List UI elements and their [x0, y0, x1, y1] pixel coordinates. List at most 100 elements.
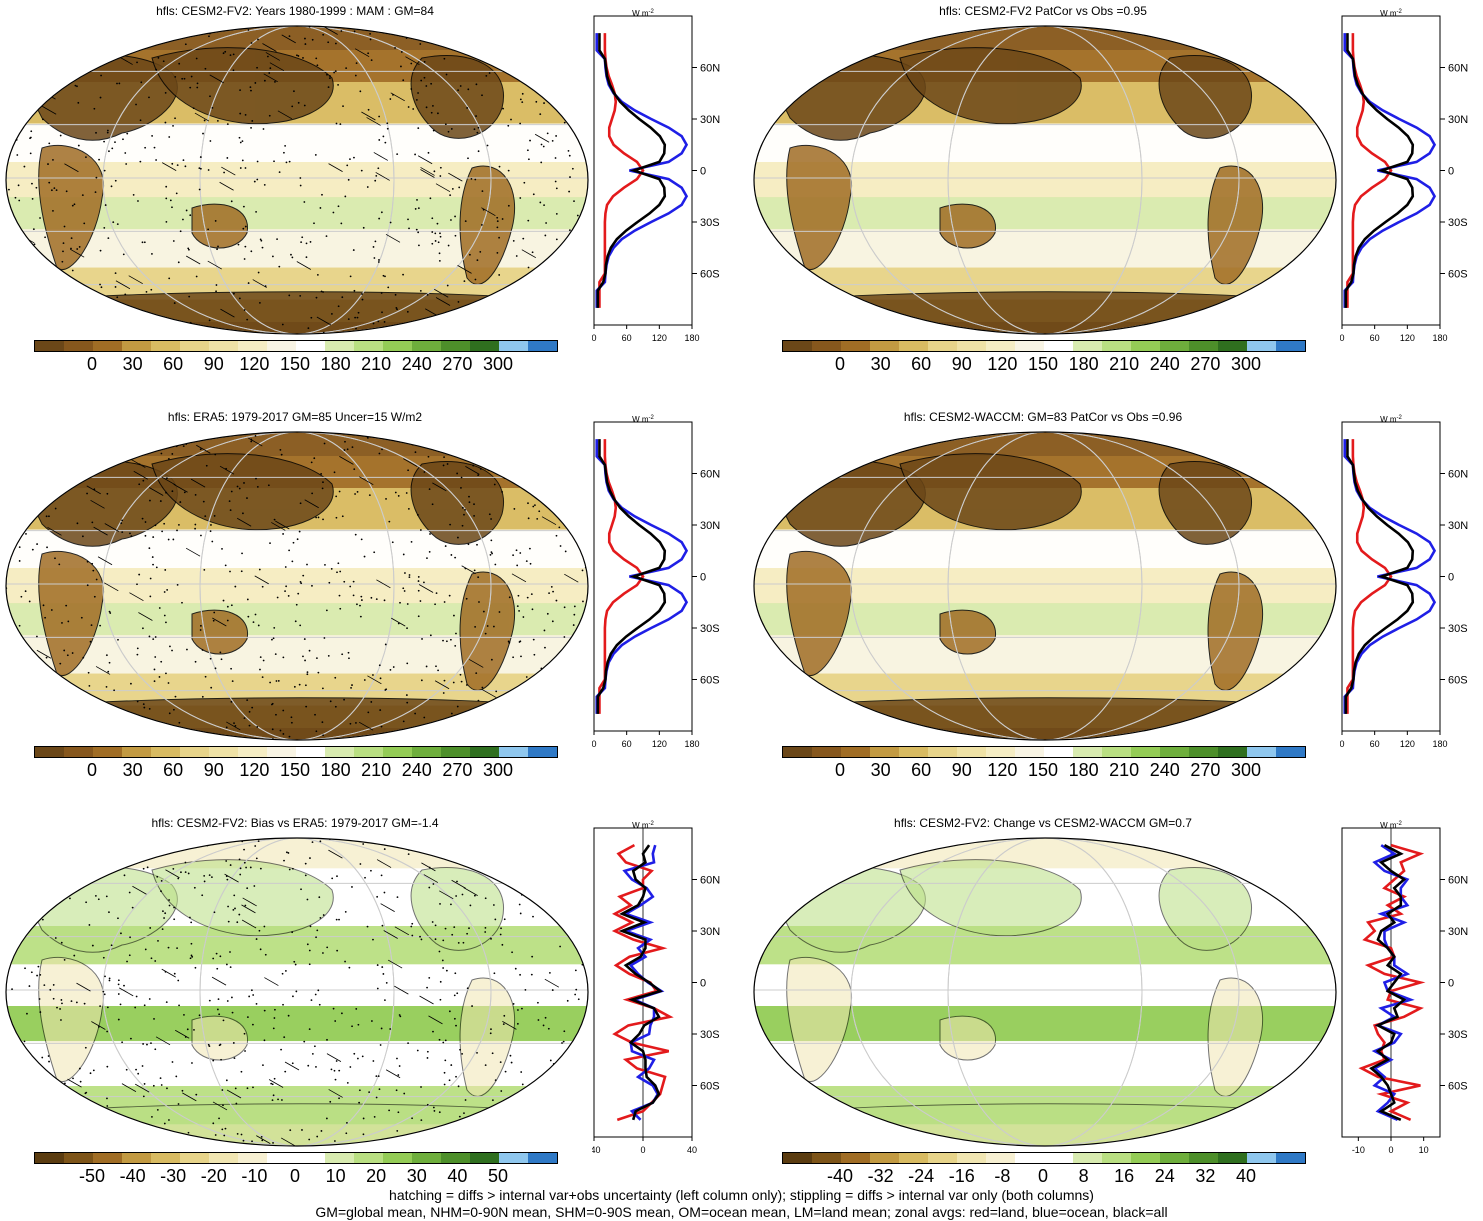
colorbar-tick-label: 240	[401, 760, 432, 780]
colorbar-swatch	[209, 747, 238, 757]
zonal-mean-plot: W m-2 60N 30N 0 30S 60S 0 60 120 180	[592, 415, 720, 749]
colorbar-swatch	[841, 747, 870, 757]
zonal-units-label: W m-2	[1380, 415, 1402, 424]
zonal-units-label: W m-2	[1380, 9, 1402, 18]
lat-tick-label: 30S	[700, 1029, 720, 1041]
colorbar-tick-label: 90	[203, 354, 224, 374]
colorbar-tick-label: -30	[160, 1166, 187, 1186]
colorbar-swatch	[499, 747, 528, 757]
colorbar-swatch	[267, 341, 296, 351]
colorbar-tick-label: 180	[320, 354, 351, 374]
colorbar-swatch	[383, 1153, 412, 1163]
colorbar-swatch	[180, 747, 209, 757]
colorbar-swatch	[1160, 747, 1189, 757]
colorbar-tick-label: 300	[1230, 354, 1262, 374]
colorbar-tick-label: 270	[1190, 354, 1221, 374]
colorbar-swatch	[296, 747, 325, 757]
colorbar	[782, 340, 1306, 352]
colorbar-tick-label: 270	[1190, 760, 1221, 780]
colorbar-swatch	[957, 747, 986, 757]
colorbar-tick-label: 30	[870, 760, 891, 780]
panel-title: hfls: CESM2-FV2 PatCor vs Obs =0.95	[939, 4, 1147, 18]
x-tick-label: 0	[592, 739, 597, 749]
colorbar-swatch	[1218, 341, 1247, 351]
colorbar-tick-label: 150	[1027, 760, 1059, 780]
colorbar	[34, 340, 558, 352]
colorbar-tick-label: 150	[279, 760, 311, 780]
colorbar-swatch	[1073, 341, 1102, 351]
colorbar-swatch	[928, 747, 957, 757]
colorbar-swatch	[383, 341, 412, 351]
colorbar-swatch	[412, 1153, 441, 1163]
lat-tick-label: 0	[1448, 978, 1454, 990]
x-tick-label: 180	[684, 333, 699, 343]
colorbar-swatch	[93, 1153, 122, 1163]
colorbar-swatch	[64, 747, 93, 757]
colorbar-tick-label: 240	[1149, 354, 1180, 374]
colorbar-swatch	[1131, 341, 1160, 351]
colorbar-tick-label: -40	[826, 1166, 854, 1186]
colorbar	[782, 1152, 1306, 1164]
colorbar-swatch	[1073, 747, 1102, 757]
x-tick-label: 0	[640, 1145, 645, 1155]
colorbar-swatch	[470, 1153, 499, 1163]
colorbar-swatch	[783, 747, 812, 757]
colorbar-tick-label: 90	[951, 354, 972, 374]
colorbar-swatch	[383, 747, 412, 757]
colorbar-swatch	[528, 1153, 557, 1163]
colorbar-swatch	[499, 341, 528, 351]
colorbar-tick-label: 10	[325, 1166, 346, 1186]
colorbar-swatch	[1073, 1153, 1102, 1163]
colorbar-swatch	[93, 341, 122, 351]
colorbar-tick-label: 210	[1109, 760, 1140, 780]
colorbar-swatch	[354, 1153, 383, 1163]
lat-tick-label: 60N	[700, 469, 720, 481]
colorbar-tick-label: 120	[239, 760, 270, 780]
colorbar-swatch	[122, 747, 151, 757]
lat-tick-label: 30S	[1448, 1029, 1468, 1041]
colorbar-tick-label: 270	[442, 354, 473, 374]
colorbar-tick-label: 210	[361, 354, 392, 374]
colorbar-tick-label: 40	[447, 1166, 468, 1186]
colorbar-tick-label: -10	[241, 1166, 268, 1186]
x-tick-label: 0	[1340, 333, 1345, 343]
colorbar-swatch	[841, 341, 870, 351]
colorbar-swatch	[296, 1153, 325, 1163]
colorbar-swatch	[296, 341, 325, 351]
colorbar-tick-label: 210	[361, 760, 392, 780]
colorbar-tick-label: -16	[948, 1166, 975, 1186]
x-tick-label: 120	[652, 739, 667, 749]
colorbar-tick-label: 40	[1235, 1166, 1257, 1186]
colorbar-swatch	[1247, 341, 1276, 351]
colorbar-swatch	[812, 341, 841, 351]
lat-tick-label: 60N	[700, 875, 720, 887]
colorbar-tick-label: 16	[1114, 1166, 1135, 1186]
colorbar-tick-label: 120	[987, 354, 1018, 374]
colorbar-swatch	[1044, 747, 1073, 757]
colorbar-tick-label: 300	[482, 760, 514, 780]
colorbar-swatch	[899, 1153, 928, 1163]
colorbar-swatch	[1218, 1153, 1247, 1163]
colorbar-swatch	[325, 1153, 354, 1163]
colorbar-tick-label: 50	[487, 1166, 509, 1186]
colorbar-tick-label: 90	[951, 760, 972, 780]
footer-line-2: GM=global mean, NHM=0-90N mean, SHM=0-90…	[315, 1204, 1168, 1220]
panel-change-vs-waccm: hfls: CESM2-FV2: Change vs CESM2-WACCM G…	[748, 812, 1483, 1212]
colorbar-swatch	[528, 341, 557, 351]
lat-tick-label: 60S	[700, 269, 720, 281]
colorbar-tick-label: 270	[442, 760, 473, 780]
colorbar-tick-label: 0	[834, 760, 846, 780]
colorbar-tick-label: 60	[911, 354, 932, 374]
colorbar-tick-label: 32	[1195, 1166, 1216, 1186]
lat-tick-label: 60S	[1448, 675, 1468, 687]
colorbar-swatch	[899, 747, 928, 757]
colorbar-swatch	[1102, 747, 1131, 757]
colorbar-swatch	[957, 341, 986, 351]
lat-tick-label: 30S	[700, 623, 720, 635]
colorbar-swatch	[441, 1153, 470, 1163]
colorbar-tick-label: -24	[908, 1166, 935, 1186]
colorbar	[782, 746, 1306, 758]
zonal-curve-land	[1346, 439, 1393, 714]
x-tick-label: 60	[1370, 333, 1380, 343]
lat-tick-label: 30N	[700, 926, 720, 938]
